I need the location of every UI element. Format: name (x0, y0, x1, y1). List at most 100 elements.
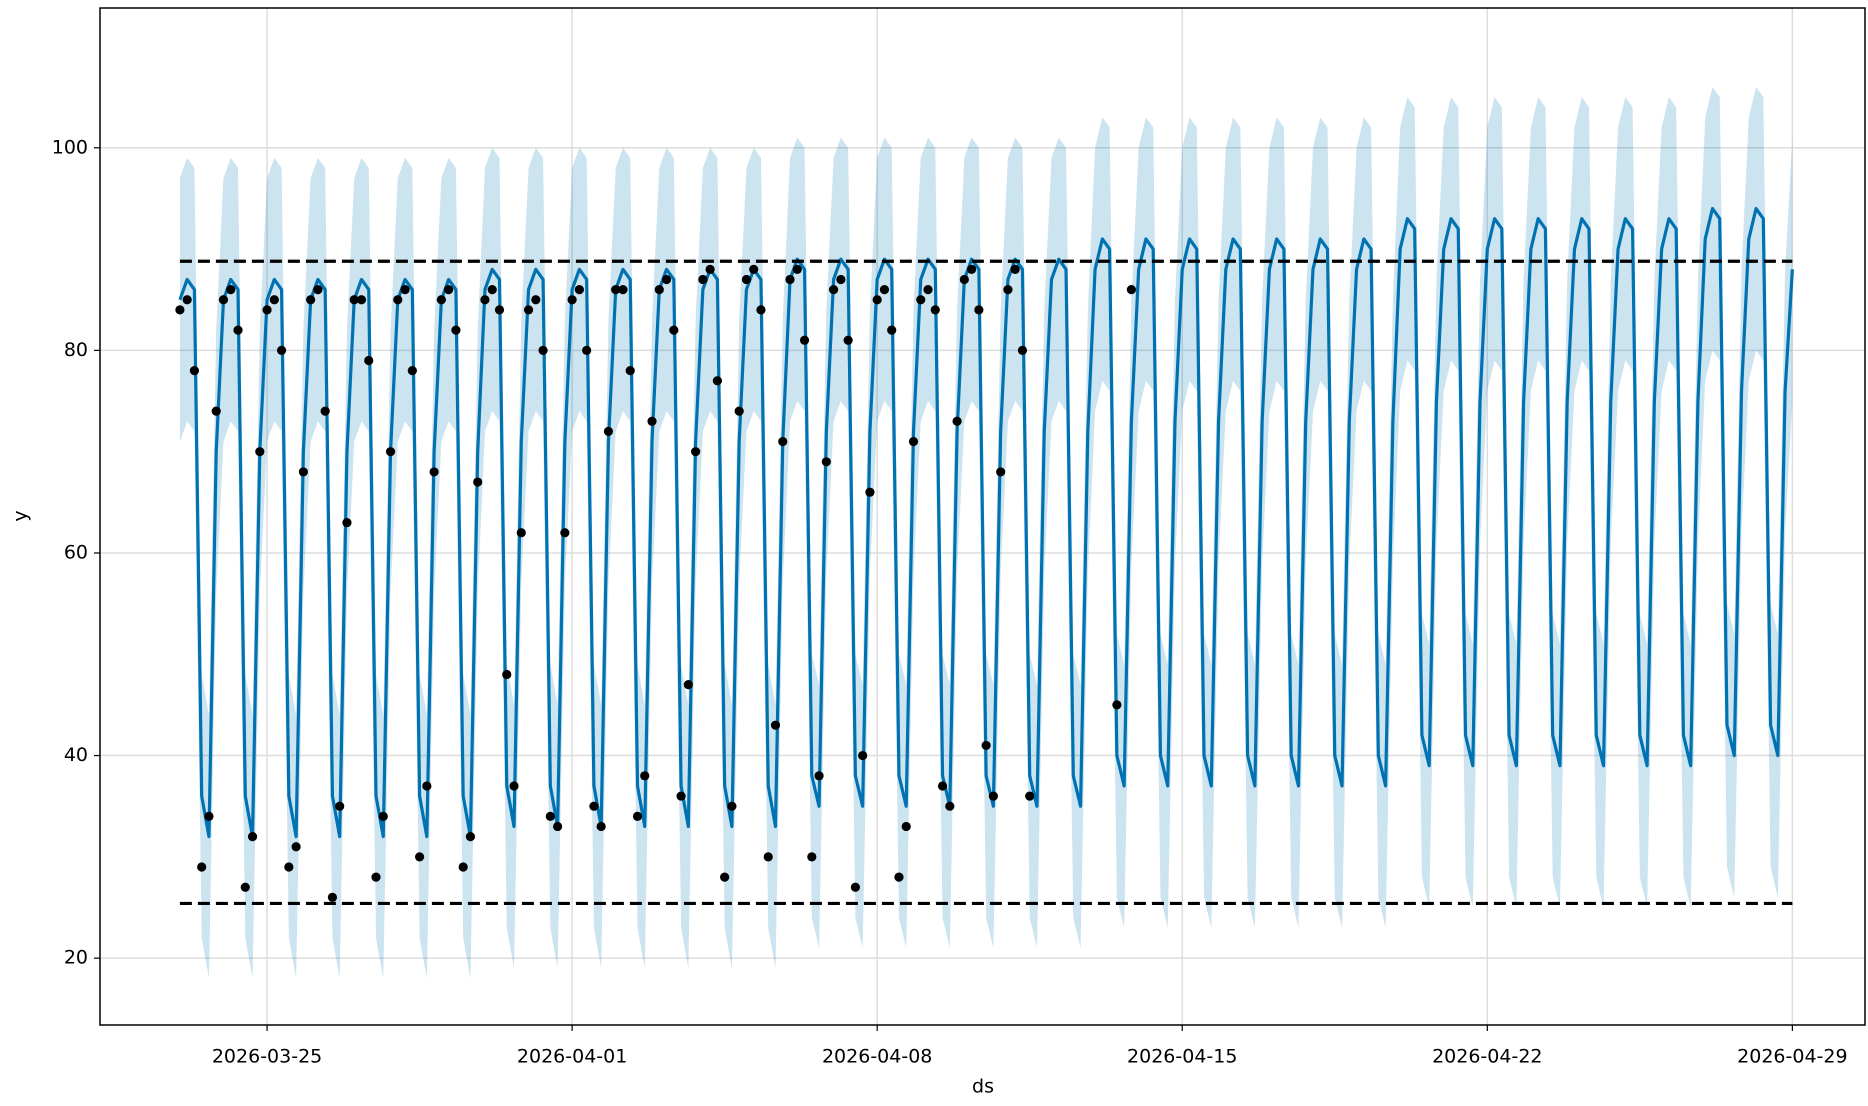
observed-point (676, 791, 686, 801)
observed-point (197, 862, 207, 872)
observed-point (799, 335, 810, 345)
observed-point (945, 801, 955, 811)
observed-point (298, 467, 308, 477)
observed-point (763, 852, 773, 862)
observed-point (552, 821, 563, 832)
observed-point (640, 771, 650, 781)
observed-point (821, 457, 831, 467)
observed-point (814, 771, 824, 781)
observed-point (596, 821, 606, 832)
observed-point (538, 345, 548, 355)
observed-point (407, 366, 417, 376)
observed-point (342, 517, 352, 528)
observed-point (182, 295, 192, 305)
observed-point (967, 264, 977, 274)
observed-point (509, 781, 519, 791)
observed-point (523, 305, 534, 315)
observed-point (720, 872, 730, 882)
observed-point (204, 811, 214, 821)
observed-point (908, 436, 919, 447)
observed-point (741, 274, 752, 285)
observed-point (937, 781, 948, 791)
observed-point (582, 345, 592, 355)
uncertainty-band (179, 87, 1793, 979)
y-tick-label: 80 (64, 339, 88, 361)
observed-point (1010, 264, 1020, 274)
observed-point (502, 669, 512, 680)
observed-point (778, 436, 788, 447)
observed-point (306, 295, 316, 305)
y-tick-label: 100 (52, 136, 88, 158)
observed-point (1017, 345, 1028, 355)
observed-point (843, 335, 853, 345)
observed-point (698, 274, 708, 285)
observed-point (770, 720, 781, 730)
observed-point (734, 406, 744, 416)
observed-point (611, 284, 621, 295)
observed-point (356, 295, 367, 305)
observed-point (211, 406, 221, 416)
observed-point (705, 264, 715, 274)
observed-point (792, 264, 802, 274)
observed-point (458, 862, 468, 872)
observed-point (603, 426, 614, 437)
observed-point (654, 284, 664, 295)
observed-point (473, 477, 483, 487)
observed-point (218, 295, 229, 305)
observed-point (887, 325, 897, 335)
observed-point (516, 528, 526, 538)
axes-frame (99, 7, 1866, 1026)
observed-point (567, 295, 577, 305)
observed-point (632, 811, 643, 821)
observed-point (988, 791, 998, 801)
observed-point (385, 447, 396, 457)
observed-point (923, 284, 933, 295)
observed-point (647, 416, 657, 426)
observed-point (189, 366, 200, 376)
observed-point (589, 801, 599, 811)
observed-point (313, 284, 323, 295)
observed-point (901, 821, 911, 832)
observed-point (226, 284, 236, 295)
observed-point (683, 680, 693, 690)
observed-point (1025, 791, 1035, 801)
y-tick-label: 40 (64, 744, 88, 766)
observed-point (974, 305, 984, 315)
observed-point (400, 284, 410, 295)
observed-point (175, 305, 185, 315)
observed-point (429, 467, 439, 477)
observed-point (916, 295, 926, 305)
x-tick-label: 2026-04-01 (517, 1046, 627, 1068)
plot-area (175, 87, 1794, 979)
observed-point (487, 284, 497, 295)
observed-point (349, 295, 359, 305)
observed-point (284, 862, 294, 872)
y-axis-label: y (10, 510, 32, 521)
observed-point (952, 416, 962, 426)
observed-point (444, 284, 454, 295)
observed-point (712, 376, 722, 386)
observed-point (414, 852, 425, 862)
y-tick-label: 60 (64, 541, 88, 563)
observed-point (661, 274, 672, 285)
observed-point (262, 305, 272, 315)
x-axis-label: ds (972, 1076, 994, 1098)
observed-point (465, 831, 476, 842)
observed-point (959, 274, 969, 285)
observed-point (327, 892, 338, 902)
observed-point (749, 264, 759, 274)
observed-point (785, 274, 795, 285)
x-tick-label: 2026-04-15 (1127, 1046, 1237, 1068)
observed-point (574, 284, 584, 295)
x-tick-label: 2026-04-08 (822, 1046, 932, 1068)
observed-point (865, 487, 875, 497)
observed-point (930, 305, 940, 315)
observed-point (378, 811, 388, 821)
observed-point (451, 325, 461, 335)
tick-labels: 20 40 60 80 100 2026-03-25 2026-04-01 2026-04-0… (52, 136, 1848, 1067)
observed-point (836, 274, 846, 285)
observed-point (981, 740, 991, 751)
observed-point (480, 295, 490, 305)
x-tick-label: 2026-04-29 (1737, 1046, 1847, 1068)
observed-point (335, 801, 345, 811)
